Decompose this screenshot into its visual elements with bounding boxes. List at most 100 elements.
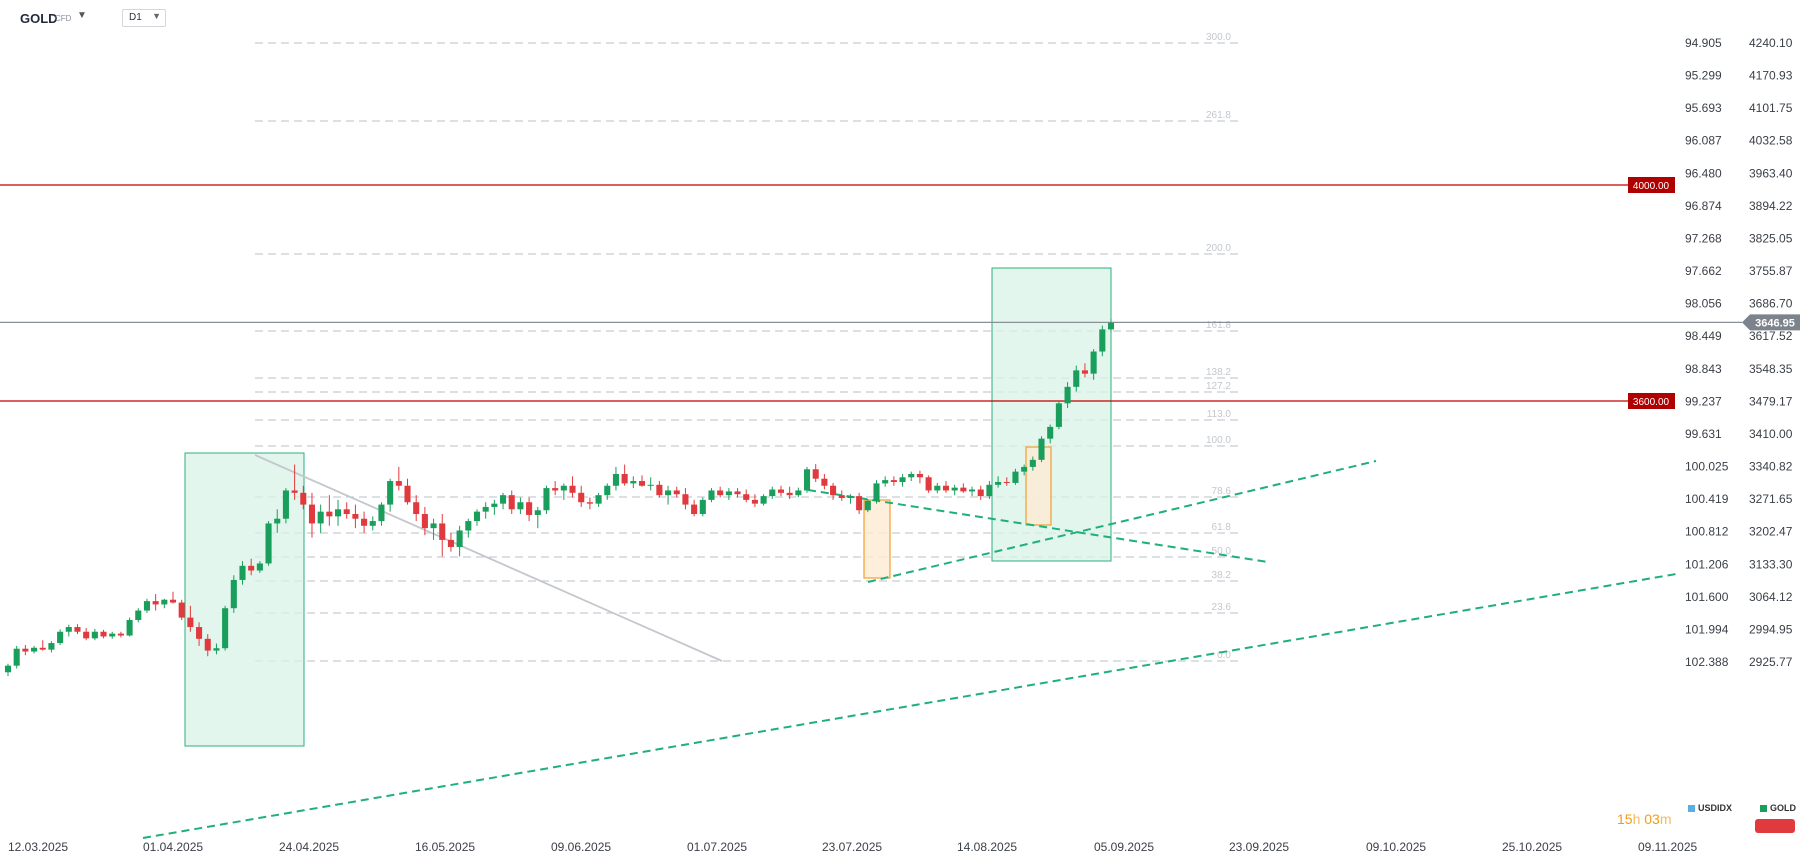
candle-body [300, 492, 307, 505]
candle-body [65, 627, 72, 632]
usdidx-tick-label: 99.237 [1685, 394, 1722, 408]
candle-body [1038, 438, 1045, 460]
candle-body [968, 489, 976, 492]
usdidx-tick-label: 94.905 [1685, 36, 1722, 50]
usdidx-tick-label: 97.662 [1685, 264, 1722, 278]
candle-body [4, 665, 12, 673]
countdown-hours-unit: h [1632, 811, 1641, 827]
candle-body [378, 504, 385, 522]
candle-body [491, 503, 498, 507]
candle-body [135, 610, 142, 620]
y-axis: 4240.10 4170.93 4101.75 4032.58 3963.40 3894.… [1685, 36, 1800, 669]
timeframe-value: D1 [129, 12, 142, 23]
candle-body [48, 643, 55, 650]
fib-level-label: 161.8 [1206, 320, 1231, 331]
candle-body [482, 506, 489, 512]
x-axis-tick-label: 09.10.2025 [1366, 840, 1426, 854]
x-axis-tick-label: 23.07.2025 [822, 840, 882, 854]
candle-body [447, 539, 454, 547]
current-price-label: 3646.95 [1755, 317, 1795, 329]
countdown-hours: 15 [1617, 811, 1633, 827]
candle-body [604, 485, 611, 496]
y-axis-tick-label: 3133.30 [1749, 557, 1793, 571]
candle-body [673, 490, 680, 495]
candle-body [57, 631, 64, 644]
candle-body [1090, 351, 1097, 374]
candle-body [777, 489, 785, 493]
candle-body [1047, 426, 1054, 439]
usdidx-tick-label: 97.268 [1685, 231, 1722, 245]
candle-body [586, 502, 593, 504]
candle-body [812, 469, 819, 479]
candle-body [152, 601, 159, 605]
y-axis-tick-label: 3410.00 [1749, 427, 1793, 441]
y-axis-tick-label: 2925.77 [1749, 655, 1793, 669]
candle-body [117, 633, 124, 636]
fib-level-label: 0.0 [1217, 650, 1231, 661]
candle-body [630, 481, 637, 484]
symbol-type-label: CFD [55, 14, 72, 23]
usdidx-tick-label: 99.631 [1685, 427, 1722, 441]
orange-flag-box [863, 499, 891, 579]
candle-countdown: 15h 03m [1617, 811, 1672, 827]
candle-body [951, 487, 958, 491]
gold-color-button[interactable] [1755, 819, 1795, 833]
horizontal-levels[interactable]: 4000.00 3600.00 [0, 177, 1742, 409]
candle-body [725, 491, 732, 496]
y-axis-tick-label: 3064.12 [1749, 590, 1793, 604]
x-axis-tick-label: 14.08.2025 [957, 840, 1017, 854]
fib-level-label: 78.6 [1212, 486, 1232, 497]
candle-body [899, 477, 906, 482]
candle-body [13, 648, 20, 666]
candle-body [560, 485, 567, 491]
candle-body [1081, 370, 1088, 374]
candle-body [22, 648, 29, 652]
candle-body [369, 521, 376, 526]
candle-body [1073, 370, 1080, 387]
candle-body [543, 488, 550, 511]
trend-lines[interactable] [142, 454, 1677, 839]
candle-body [769, 489, 776, 497]
legend-gold[interactable]: GOLD [1760, 803, 1796, 813]
fib-level-label: 127.2 [1206, 381, 1231, 392]
fib-level-label: 50.0 [1212, 546, 1232, 557]
candle-body [317, 511, 324, 524]
y-axis-tick-label: 3202.47 [1749, 525, 1793, 539]
legend-gold-swatch [1760, 805, 1767, 812]
y-axis-tick-label: 2994.95 [1749, 622, 1793, 636]
legend-usdidx[interactable]: USDIDX [1688, 803, 1732, 813]
candle-body [161, 599, 168, 605]
gray-trend-line [254, 454, 723, 662]
symbol-name[interactable]: GOLD [20, 11, 58, 26]
candle-body [717, 490, 724, 496]
y-axis-tick-label: 3825.05 [1749, 231, 1793, 245]
candle-body [39, 647, 46, 650]
fib-level-label: 38.2 [1212, 570, 1232, 581]
usdidx-tick-label: 101.994 [1685, 622, 1729, 636]
level-price-tag [1628, 393, 1675, 409]
candle-body [187, 617, 194, 628]
candle-body [421, 514, 428, 529]
candle-body [109, 633, 116, 637]
candle-body [743, 494, 750, 500]
y-axis-tick-label: 3755.87 [1749, 264, 1793, 278]
candle-body [439, 523, 446, 540]
timeframe-select[interactable]: D1 ▼ [122, 9, 166, 27]
y-axis-tick-label: 3963.40 [1749, 166, 1793, 180]
symbol-dropdown-icon[interactable]: ▼ [77, 10, 87, 21]
candle-body [213, 648, 220, 651]
candle-body [178, 602, 185, 618]
candle-body [942, 485, 950, 491]
x-axis-tick-label: 01.07.2025 [687, 840, 747, 854]
candle-body [352, 514, 359, 519]
candle-body [847, 496, 854, 498]
candle-body [960, 487, 967, 492]
candle-body [691, 504, 698, 515]
usdidx-tick-label: 98.056 [1685, 297, 1722, 311]
candle-body [230, 579, 237, 609]
countdown-minutes-unit: m [1659, 811, 1672, 827]
usdidx-tick-label: 98.449 [1685, 329, 1722, 343]
y-axis-tick-label: 4170.93 [1749, 69, 1793, 83]
y-axis-tick-label: 3479.17 [1749, 394, 1793, 408]
